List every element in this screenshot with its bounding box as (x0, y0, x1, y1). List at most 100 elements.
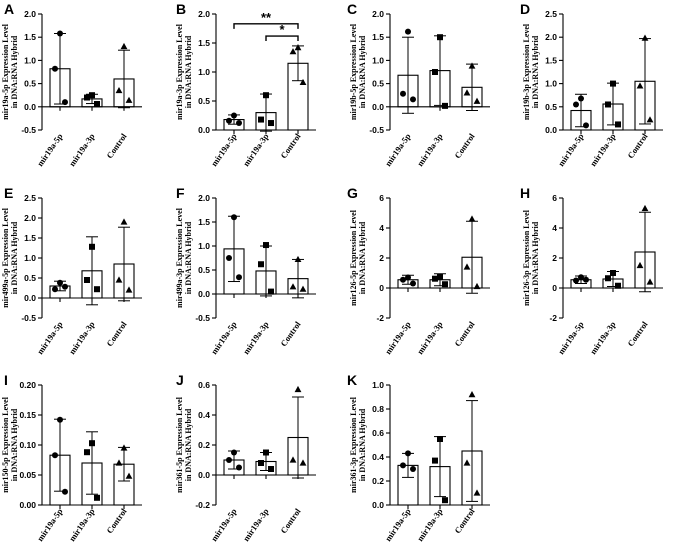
data-point-circle (57, 416, 63, 423)
y-tick-label: 0.5 (24, 79, 36, 89)
data-point-circle (236, 120, 242, 127)
y-axis-label: mir19a-3p Expression Level (175, 23, 184, 120)
y-tick-label: 2.5 (24, 193, 36, 203)
y-tick-label: 0.0 (24, 293, 36, 303)
significance-label: * (279, 22, 285, 37)
data-point-square (84, 449, 90, 456)
y-tick-label: 1.0 (372, 55, 384, 65)
panel-H: H -2 0 2 4 6 mir19a-5p mir19a-3p Control mir126-3… (520, 185, 663, 356)
y-tick-label: 6 (379, 193, 384, 203)
y-tick-label: 0.20 (19, 380, 36, 390)
data-point-circle (400, 90, 406, 97)
data-point-circle (578, 95, 584, 102)
data-point-circle (400, 276, 406, 283)
y-tick-label: 0.0 (24, 102, 36, 112)
data-point-triangle (299, 459, 307, 466)
x-category-label: Control (625, 131, 650, 160)
panel-K: K 0.0 0.2 0.4 0.6 0.8 1.0 mir19a-5p mir19a-3p Con… (347, 372, 490, 543)
data-point-triangle (299, 285, 307, 292)
y-tick-label: 0.6 (198, 380, 210, 390)
panel-letter: E (4, 185, 13, 201)
data-point-square (437, 34, 443, 41)
data-point-square (94, 286, 100, 293)
data-point-circle (236, 464, 242, 471)
y-axis-label: mir19a-5p Expression Level (1, 23, 10, 120)
y-tick-label: 1.5 (372, 32, 384, 42)
y-tick-label: 0.5 (198, 96, 210, 106)
data-point-circle (400, 462, 406, 469)
x-category-label: mir19a-3p (67, 506, 97, 543)
x-category-label: Control (625, 319, 650, 348)
data-point-triangle (473, 489, 481, 496)
y-axis-label: in DNA:RNA Hybrid (358, 35, 367, 108)
y-tick-label: 2.0 (198, 9, 210, 19)
y-tick-label: 4 (379, 223, 384, 233)
data-point-square (94, 494, 100, 501)
y-tick-label: 0.10 (19, 440, 36, 450)
y-tick-label: 0.5 (372, 79, 384, 89)
panel-letter: D (520, 1, 530, 17)
y-tick-label: -0.5 (21, 125, 36, 135)
data-point-circle (231, 112, 237, 119)
x-category-label: mir19a-5p (556, 319, 586, 356)
data-point-triangle (289, 456, 297, 463)
data-point-triangle (468, 62, 476, 69)
x-category-label: Control (104, 131, 129, 160)
data-point-square (263, 92, 269, 99)
panel-letter: G (347, 185, 358, 201)
y-tick-label: -0.5 (21, 313, 36, 323)
panel-letter: J (176, 372, 184, 388)
data-point-triangle (120, 42, 128, 50)
y-tick-label: 0.4 (372, 452, 384, 462)
y-tick-label: 1.0 (24, 253, 36, 263)
y-tick-label: 6 (552, 193, 557, 203)
data-point-triangle (636, 261, 644, 269)
y-tick-label: 2 (552, 253, 557, 263)
x-category-label: mir19a-3p (588, 319, 618, 356)
data-point-circle (62, 99, 68, 106)
y-axis-label: mir19b-3p Expression Level (522, 23, 531, 120)
data-point-triangle (463, 263, 471, 270)
panel-D: D 0.0 0.5 1.0 1.5 2.0 2.5 mir19a-5p mir19a-3p Con… (520, 1, 663, 168)
x-category-label: mir19a-3p (415, 131, 445, 168)
data-point-square (442, 102, 448, 109)
y-tick-label: 1.0 (372, 380, 384, 390)
x-category-label: mir19a-5p (209, 506, 239, 543)
data-point-triangle (641, 204, 649, 212)
data-point-square (268, 288, 274, 295)
x-category-label: mir19a-5p (35, 506, 65, 543)
data-point-square (432, 69, 438, 75)
data-point-triangle (120, 444, 128, 451)
data-point-triangle (120, 218, 128, 225)
data-point-square (258, 460, 264, 466)
y-tick-label: 0.5 (545, 102, 557, 112)
x-category-label: mir19a-5p (383, 319, 413, 356)
panel-letter: A (4, 1, 14, 17)
x-category-label: Control (278, 131, 303, 160)
data-point-triangle (125, 96, 133, 103)
x-category-label: mir19a-3p (67, 319, 97, 356)
data-point-triangle (115, 459, 123, 466)
panel-I: I 0.00 0.05 0.10 0.15 0.20 mir19a-5p mir19a-3p C… (1, 372, 142, 543)
data-point-triangle (641, 34, 649, 41)
panel-letter: B (176, 1, 186, 17)
data-point-triangle (294, 44, 302, 51)
panel-B: B 0.0 0.5 1.0 1.5 2.0 mir19a-5p mir19a-3p Contro… (175, 1, 316, 168)
data-point-square (442, 497, 448, 504)
y-tick-label: -0.2 (195, 500, 210, 510)
y-tick-label: 1.5 (24, 32, 36, 42)
data-point-circle (573, 277, 579, 284)
x-category-label: Control (452, 319, 477, 348)
data-point-circle (226, 255, 232, 261)
y-tick-label: -0.5 (195, 313, 210, 323)
panel-letter: C (347, 1, 357, 17)
panel-A: A -0.5 0.0 0.5 1.0 1.5 2.0 mir19a-5p mir19a-3p Co… (1, 1, 142, 168)
y-tick-label: -2 (549, 313, 557, 323)
data-point-square (84, 94, 90, 101)
x-category-label: mir19a-5p (383, 131, 413, 168)
data-point-circle (583, 276, 589, 283)
data-point-triangle (289, 283, 297, 290)
y-tick-label: 0.4 (198, 410, 210, 420)
data-point-square (89, 92, 95, 99)
